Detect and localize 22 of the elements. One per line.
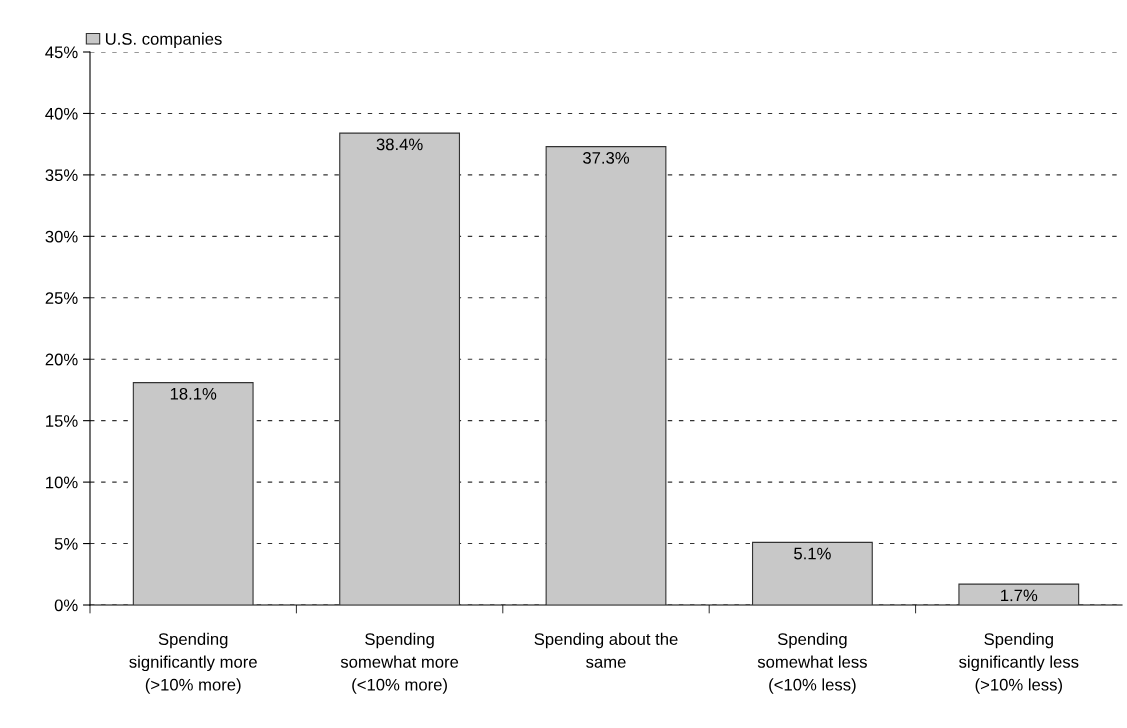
bar: [958, 583, 1080, 605]
text: 38.4%: [376, 138, 423, 151]
text: 5.1%: [794, 547, 831, 560]
y-tick-label: 0%: [54, 599, 78, 612]
y-tick-label: 45%: [45, 46, 78, 59]
y-tick-label: 40%: [45, 107, 78, 120]
y-tick-label: 20%: [45, 353, 78, 366]
x-tick-label: Spending significantly more (>10% more): [129, 632, 257, 694]
y-tick-label: 35%: [45, 169, 78, 182]
legend-label: U.S. companies: [105, 32, 222, 49]
x-tick-label: Spending somewhat more (<10% more): [340, 632, 459, 694]
y-tick-label: 15%: [46, 415, 78, 427]
text: 37.3%: [583, 151, 630, 164]
y-tick-label: 30%: [45, 230, 78, 243]
y-tick-label: 10%: [46, 476, 78, 489]
y-tick-label: 5%: [54, 538, 78, 550]
y-tick-label: 25%: [45, 292, 78, 304]
text: 18.1%: [170, 387, 217, 400]
x-tick-label: Spending significantly less (>10% less): [959, 632, 1079, 694]
x-tick-label: Spending about the same: [534, 632, 678, 668]
x-tick-label: Spending somewhat less (<10% less): [757, 632, 867, 694]
text: 1.7%: [1001, 589, 1038, 602]
